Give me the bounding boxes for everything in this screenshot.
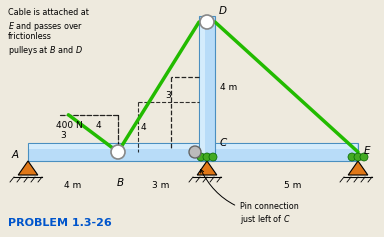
Text: frictionless: frictionless	[8, 32, 52, 41]
Circle shape	[209, 153, 217, 161]
Text: $E$: $E$	[363, 144, 372, 156]
Text: PROBLEM 1.3-26: PROBLEM 1.3-26	[8, 218, 112, 228]
Text: $A$: $A$	[11, 148, 20, 160]
Text: $E$ and passes over: $E$ and passes over	[8, 20, 83, 33]
Text: Cable is attached at: Cable is attached at	[8, 8, 89, 17]
Circle shape	[348, 153, 356, 161]
Text: 3: 3	[61, 131, 66, 140]
Circle shape	[203, 153, 211, 161]
FancyBboxPatch shape	[199, 16, 215, 161]
Polygon shape	[348, 161, 368, 175]
Circle shape	[197, 153, 205, 161]
FancyBboxPatch shape	[200, 18, 205, 160]
Text: 5 m: 5 m	[284, 181, 301, 190]
FancyBboxPatch shape	[28, 143, 358, 161]
Circle shape	[354, 153, 362, 161]
Text: 3 m: 3 m	[152, 181, 169, 190]
Circle shape	[111, 145, 125, 159]
Circle shape	[360, 153, 368, 161]
Text: $C$: $C$	[219, 136, 228, 148]
Text: 4: 4	[141, 123, 147, 132]
Text: 400 N: 400 N	[56, 121, 83, 130]
Polygon shape	[197, 161, 217, 175]
Polygon shape	[18, 161, 38, 175]
Text: 4 m: 4 m	[220, 82, 237, 91]
Text: $B$: $B$	[116, 176, 124, 188]
Circle shape	[189, 146, 201, 158]
Text: 4: 4	[95, 121, 101, 130]
Text: $D$: $D$	[218, 4, 227, 16]
Text: Pin connection
just left of $C$: Pin connection just left of $C$	[201, 169, 299, 226]
Text: 4 m: 4 m	[65, 181, 82, 190]
Text: pulleys at $B$ and $D$: pulleys at $B$ and $D$	[8, 44, 83, 57]
Text: 3: 3	[166, 91, 171, 100]
Circle shape	[200, 15, 214, 29]
FancyBboxPatch shape	[29, 144, 357, 149]
